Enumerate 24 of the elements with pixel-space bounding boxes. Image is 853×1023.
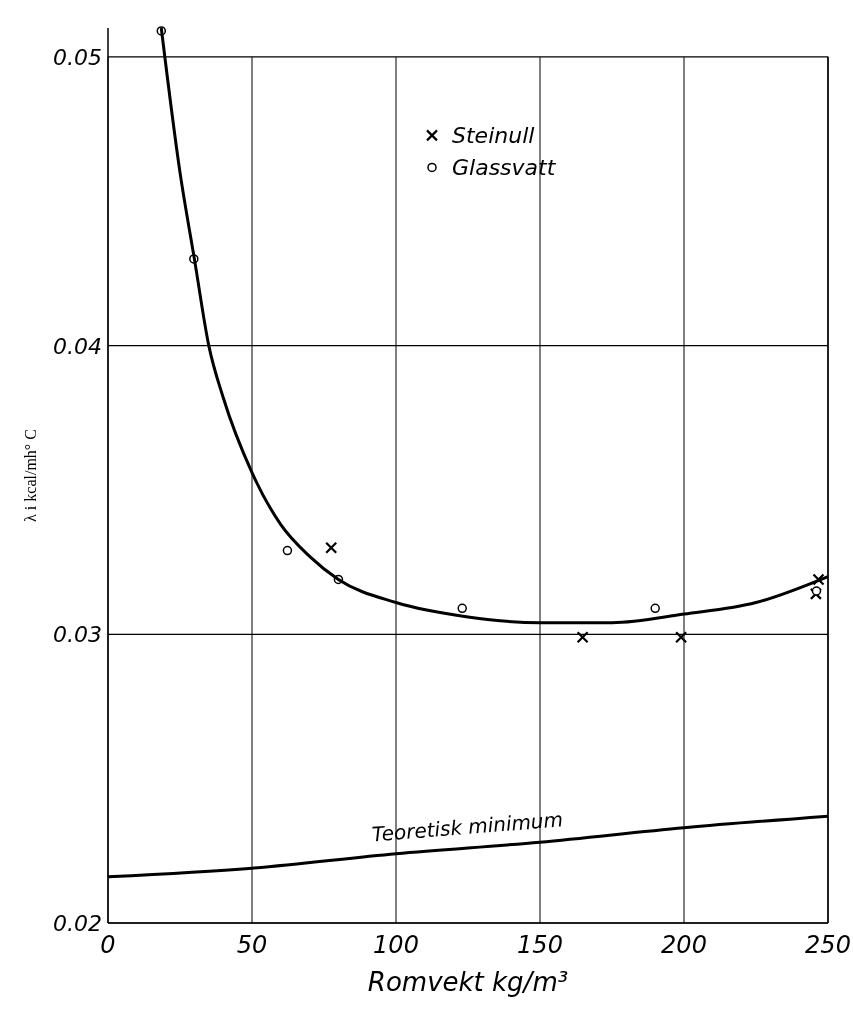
point xyxy=(282,545,293,556)
series-label: Teoretisk minimum xyxy=(371,807,564,847)
x-tick-label: 150 xyxy=(517,931,563,959)
x-tick-label: 50 xyxy=(236,931,268,959)
point xyxy=(576,631,589,644)
point xyxy=(812,573,825,586)
point xyxy=(811,586,822,596)
x-tick-label: 250 xyxy=(805,931,851,959)
legend-label: Glassvatt xyxy=(452,155,557,181)
y-tick-label: 0.02 xyxy=(53,911,102,936)
x-tick-label: 200 xyxy=(661,931,707,959)
point xyxy=(650,603,660,614)
x-axis-title: Romvekt kg/m³ xyxy=(367,967,569,997)
point xyxy=(809,587,822,600)
point xyxy=(325,541,338,554)
y-tick-label: 0.04 xyxy=(53,333,102,359)
y-tick-label: 0.05 xyxy=(53,44,102,70)
legend-label: Steinull xyxy=(452,123,535,149)
y-axis-title: λ i kcal/mh° C xyxy=(22,429,39,522)
x-tick-label: 0 xyxy=(100,931,116,959)
point xyxy=(457,603,467,614)
y-tick-label: 0.03 xyxy=(53,622,102,648)
point xyxy=(675,631,688,644)
x-tick-label: 100 xyxy=(373,931,419,959)
